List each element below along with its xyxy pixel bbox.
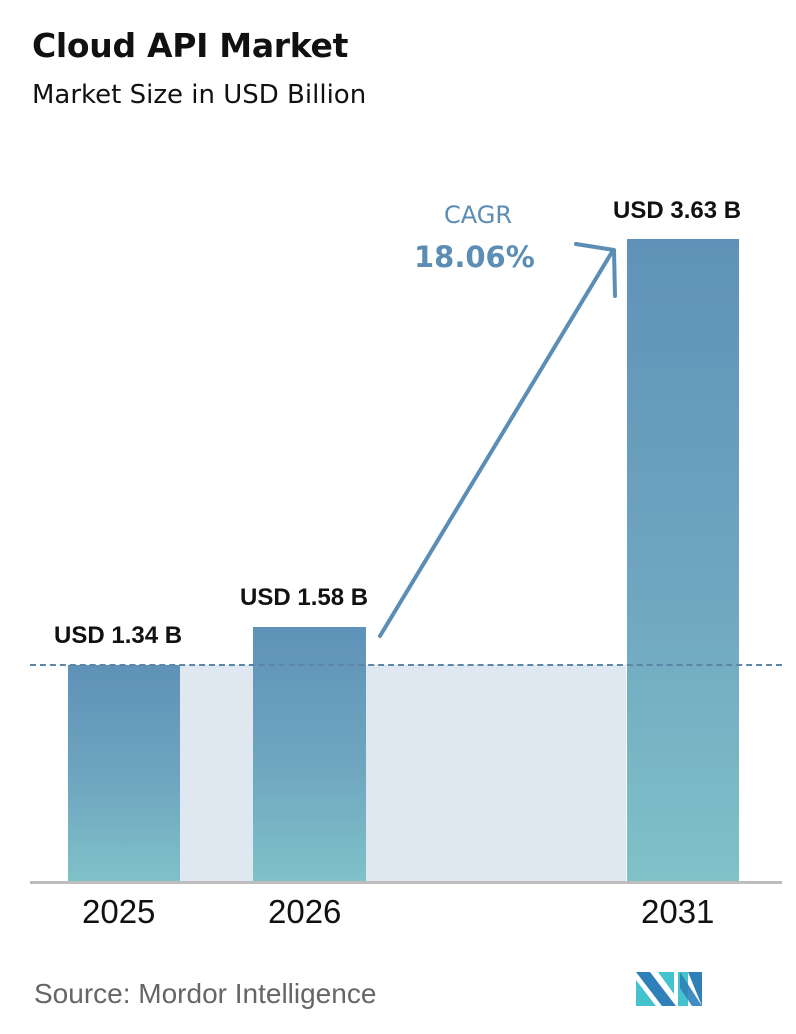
- cagr-label: CAGR: [444, 201, 513, 229]
- value-label-2025: USD 1.34 B: [54, 622, 183, 649]
- bar-2025: [68, 665, 180, 882]
- x-axis-line: [30, 881, 782, 884]
- x-tick-2025: 2025: [82, 893, 156, 930]
- chart-title: Cloud API Market: [32, 26, 349, 65]
- source-text: Source: Mordor Intelligence: [34, 978, 377, 1009]
- mordor-intelligence-logo-icon: [636, 972, 702, 1006]
- cagr-value: 18.06%: [414, 240, 535, 274]
- chart-subtitle: Market Size in USD Billion: [32, 80, 367, 110]
- bar-2026: [253, 627, 366, 882]
- x-tick-2031: 2031: [641, 893, 715, 930]
- bar-2031: [627, 239, 739, 882]
- x-tick-2026: 2026: [268, 893, 342, 930]
- reference-dashed-line: [30, 664, 782, 666]
- value-label-2026: USD 1.58 B: [240, 584, 369, 611]
- value-label-2031: USD 3.63 B: [613, 197, 742, 224]
